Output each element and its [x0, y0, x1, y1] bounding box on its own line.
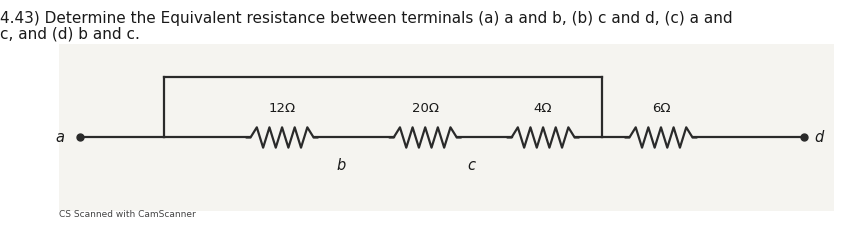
Text: 12Ω: 12Ω: [269, 102, 296, 115]
Text: 6Ω: 6Ω: [652, 102, 670, 115]
Text: CS Scanned with CamScanner: CS Scanned with CamScanner: [59, 210, 195, 219]
Text: c, and (d) b and c.: c, and (d) b and c.: [0, 27, 140, 42]
Text: d: d: [814, 130, 823, 145]
Text: 4Ω: 4Ω: [534, 102, 552, 115]
Text: a: a: [56, 130, 65, 145]
Bar: [59, 44, 834, 211]
Text: b: b: [337, 158, 345, 173]
Text: c: c: [467, 158, 476, 173]
Text: 20Ω: 20Ω: [412, 102, 439, 115]
Text: 4.43) Determine the Equivalent resistance between terminals (a) a and b, (b) c a: 4.43) Determine the Equivalent resistanc…: [0, 11, 733, 26]
